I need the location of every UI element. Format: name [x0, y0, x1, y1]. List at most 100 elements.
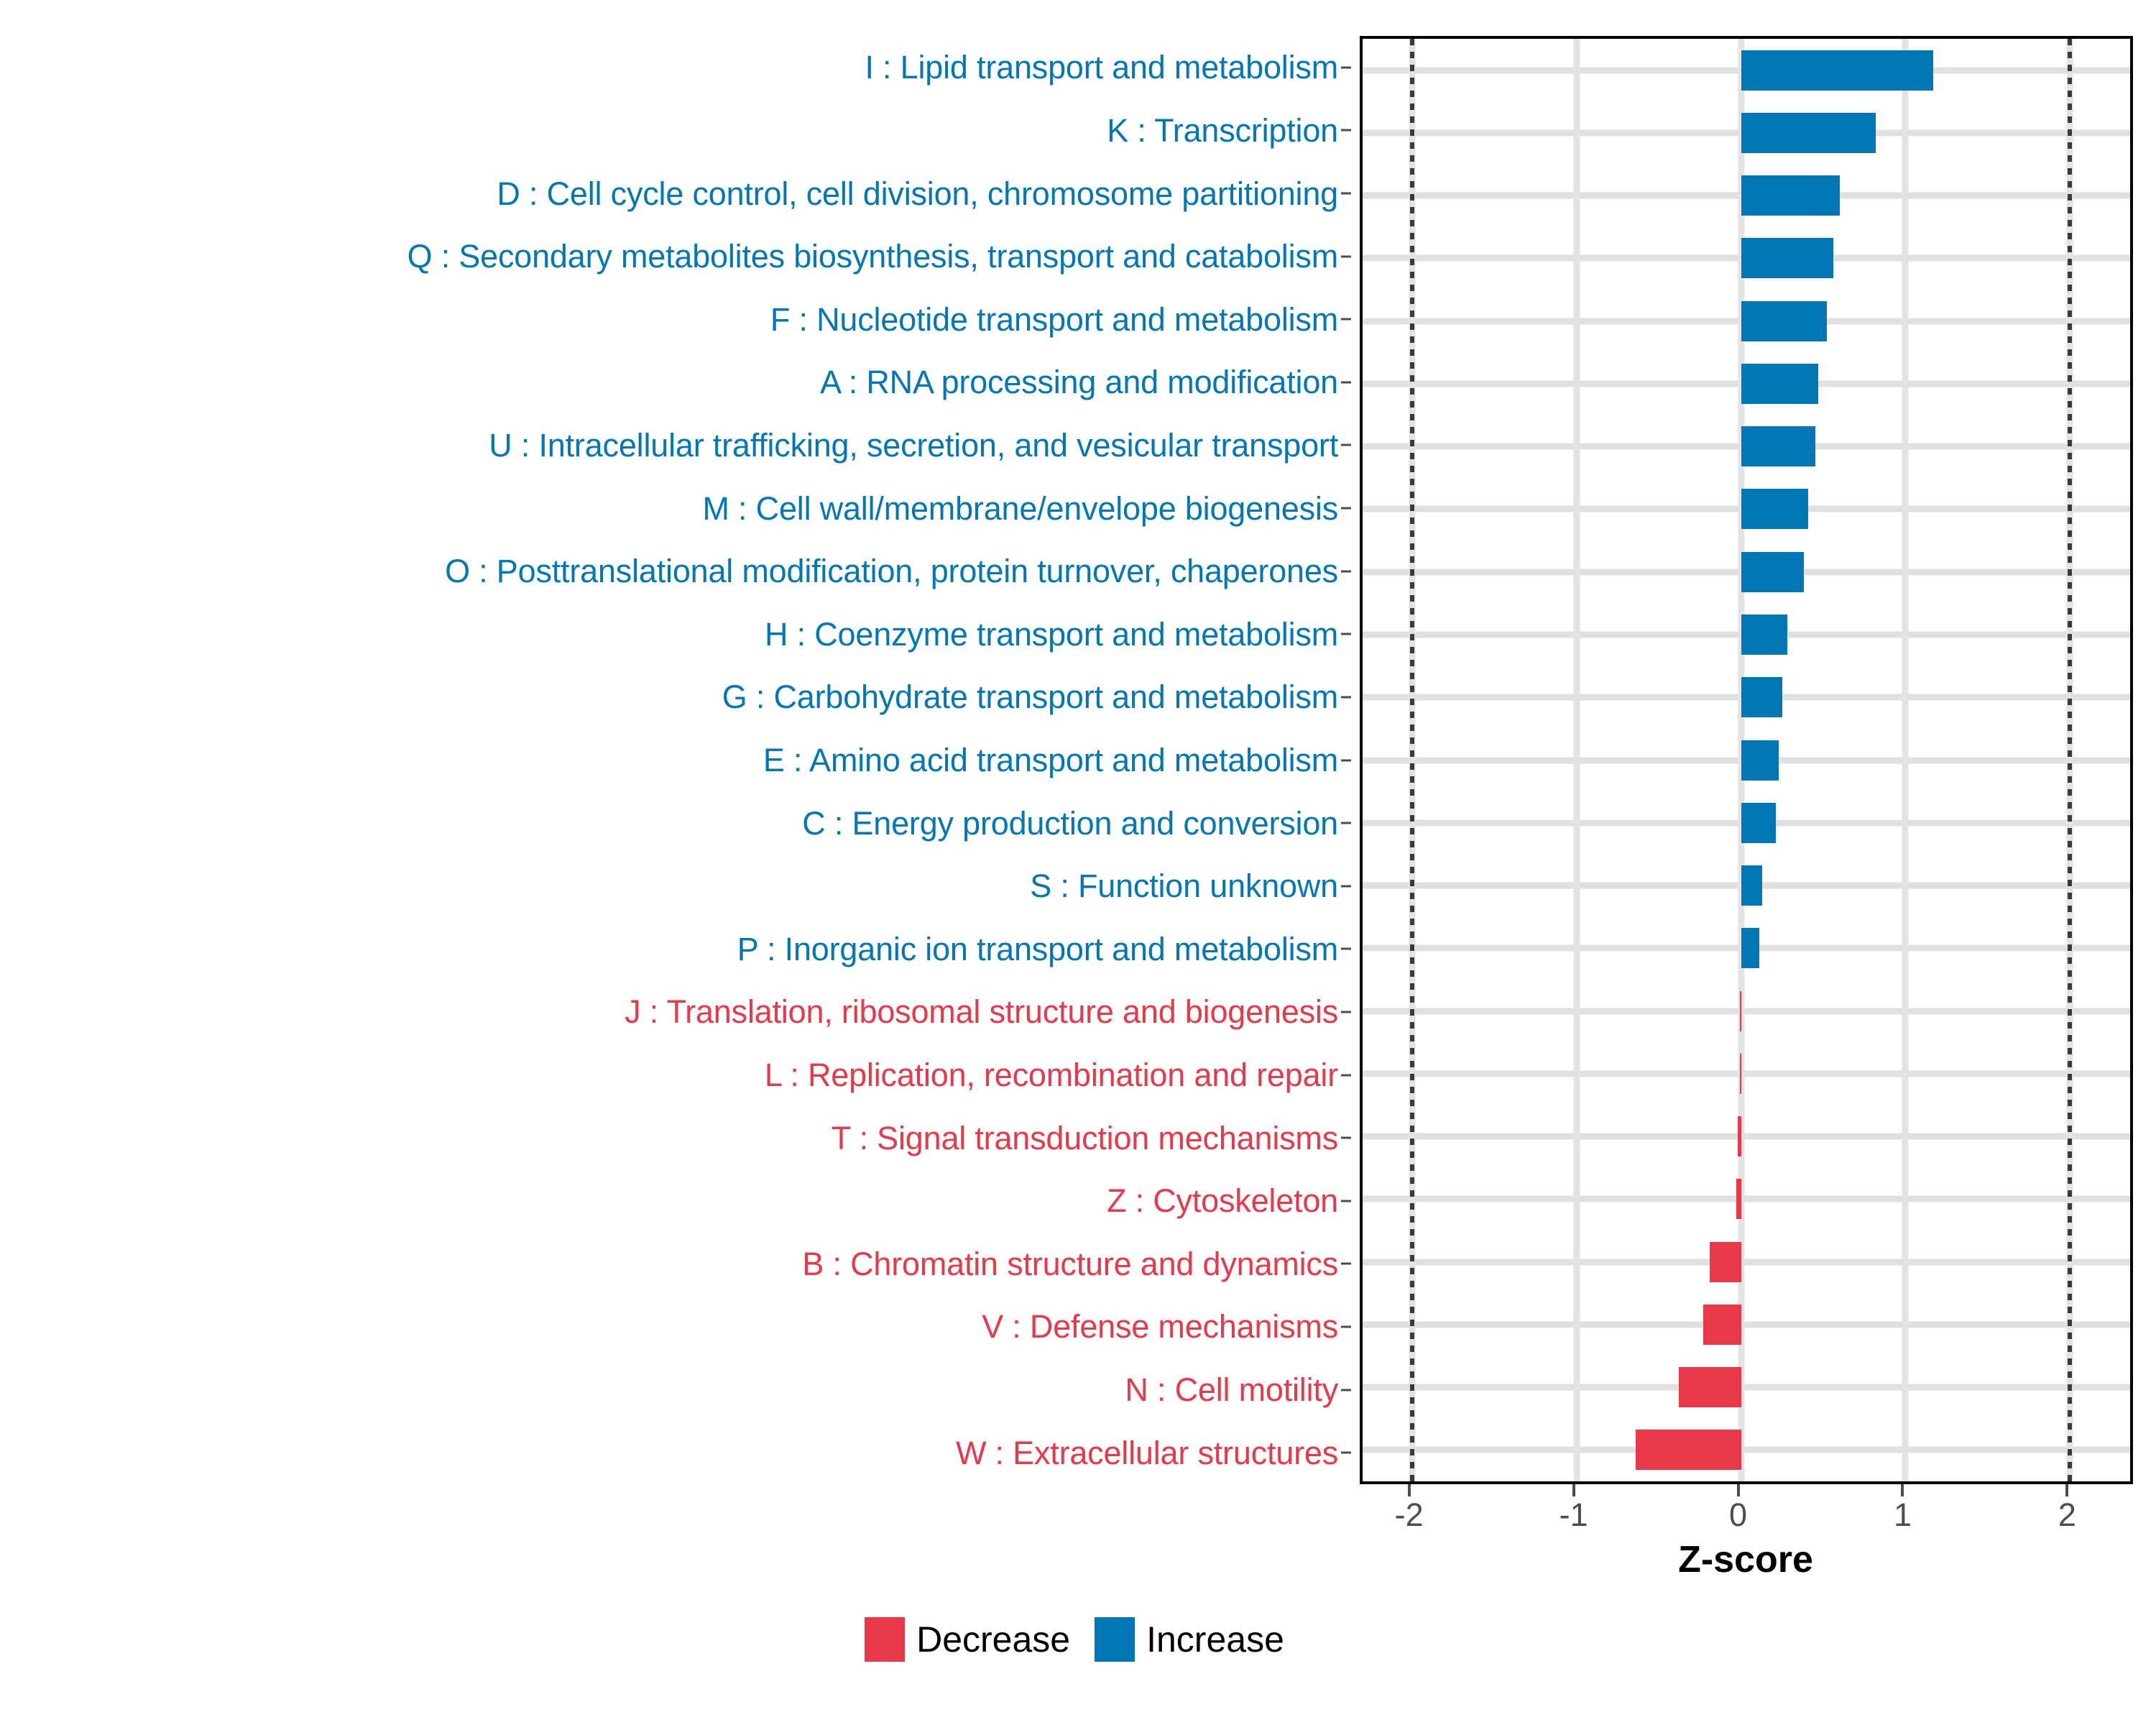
- bar: [1741, 740, 1779, 781]
- y-axis-tick-mark: [1341, 129, 1351, 132]
- y-axis-label-row: Q : Secondary metabolites biosynthesis, …: [0, 225, 1351, 288]
- y-axis-category-label: K : Transcription: [1107, 111, 1338, 149]
- y-axis-tick-mark: [1341, 1451, 1351, 1454]
- x-axis-title: Z-score: [1678, 1539, 1813, 1581]
- y-axis-tick-mark: [1341, 318, 1351, 321]
- y-axis-category-label: F : Nucleotide transport and metabolism: [770, 300, 1338, 338]
- x-axis-tick-mark: [1736, 1484, 1740, 1496]
- x-axis-tick-label: 2: [2058, 1496, 2076, 1533]
- y-axis-label-row: S : Function unknown: [0, 855, 1351, 918]
- legend-item-label: Decrease: [916, 1619, 1071, 1660]
- y-axis-tick-mark: [1341, 822, 1351, 824]
- bar: [1741, 928, 1759, 969]
- y-axis-category-label: S : Function unknown: [1030, 868, 1338, 905]
- y-axis-tick-mark: [1341, 759, 1351, 761]
- legend-color-swatch: [1095, 1617, 1135, 1662]
- vertical-gridline: [1902, 39, 1909, 1481]
- y-axis-label-row: F : Nucleotide transport and metabolism: [0, 288, 1351, 351]
- legend-color-swatch: [865, 1617, 906, 1662]
- horizontal-gridline: [1363, 1133, 2130, 1140]
- legend-item-increase[interactable]: Increase: [1095, 1617, 1284, 1662]
- horizontal-gridline: [1363, 1195, 2130, 1202]
- y-axis-label-row: I : Lipid transport and metabolism: [0, 36, 1351, 99]
- y-axis-label-row: M : Cell wall/membrane/envelope biogenes…: [0, 477, 1351, 540]
- y-axis-label-row: W : Extracellular structures: [0, 1421, 1351, 1484]
- y-axis-category-label: T : Signal transduction mechanisms: [831, 1119, 1338, 1156]
- y-axis-label-row: C : Energy production and conversion: [0, 791, 1351, 855]
- y-axis-category-labels: I : Lipid transport and metabolism K : Tr…: [0, 36, 1351, 1484]
- bar: [1703, 1304, 1741, 1345]
- y-axis-category-label: C : Energy production and conversion: [802, 804, 1338, 842]
- x-axis-tick-label: -1: [1559, 1496, 1588, 1533]
- y-axis-category-label: E : Amino acid transport and metabolism: [763, 742, 1338, 778]
- horizontal-gridline: [1363, 1008, 2130, 1015]
- x-axis-tick-mark: [1407, 1484, 1411, 1496]
- y-axis-tick-mark: [1341, 947, 1351, 950]
- horizontal-gridline: [1363, 1321, 2130, 1328]
- y-axis-category-label: L : Replication, recombination and repai…: [764, 1057, 1338, 1094]
- y-axis-category-label: B : Chromatin structure and dynamics: [802, 1245, 1338, 1282]
- x-axis-tick-mark: [1572, 1484, 1575, 1496]
- y-axis-category-label: N : Cell motility: [1125, 1371, 1338, 1409]
- y-axis-tick-mark: [1341, 1200, 1351, 1202]
- y-axis-tick-mark: [1341, 507, 1351, 510]
- bar: [1741, 50, 1934, 91]
- y-axis-tick-mark: [1341, 381, 1351, 384]
- y-axis-label-row: D : Cell cycle control, cell division, c…: [0, 162, 1351, 225]
- y-axis-category-label: O : Posttranslational modification, prot…: [445, 553, 1338, 590]
- legend-item-decrease[interactable]: Decrease: [865, 1617, 1070, 1662]
- x-axis: -2 -1 0 1 2: [1351, 1484, 2140, 1570]
- bar: [1741, 175, 1840, 216]
- y-axis-tick-mark: [1341, 570, 1351, 573]
- y-axis-category-label: D : Cell cycle control, cell division, c…: [497, 175, 1338, 212]
- y-axis-label-row: B : Chromatin structure and dynamics: [0, 1233, 1351, 1296]
- horizontal-gridline: [1363, 1259, 2130, 1266]
- y-axis-category-label: Z : Cytoskeleton: [1107, 1182, 1338, 1220]
- plot-area: I : Lipid transport and metabolism K : Tr…: [0, 36, 2149, 1484]
- y-axis-category-label: V : Defense mechanisms: [982, 1308, 1338, 1346]
- y-axis-label-row: A : RNA processing and modification: [0, 351, 1351, 414]
- vertical-gridline: [1573, 39, 1580, 1481]
- bar: [1736, 1179, 1741, 1220]
- y-axis-category-label: M : Cell wall/membrane/envelope biogenes…: [702, 489, 1338, 527]
- bar: [1741, 363, 1819, 404]
- bar: [1739, 1053, 1741, 1094]
- y-axis-label-row: V : Defense mechanisms: [0, 1295, 1351, 1358]
- legend-item-label: Increase: [1146, 1619, 1284, 1660]
- y-axis-category-label: H : Coenzyme transport and metabolism: [765, 615, 1338, 653]
- chart-panel: [1360, 36, 2133, 1484]
- y-axis-label-row: Z : Cytoskeleton: [0, 1169, 1351, 1233]
- y-axis-tick-mark: [1341, 443, 1351, 446]
- y-axis-label-row: P : Inorganic ion transport and metaboli…: [0, 918, 1351, 981]
- x-axis-tick-label: 0: [1729, 1496, 1748, 1533]
- y-axis-category-label: U : Intracellular trafficking, secretion…: [489, 426, 1338, 464]
- x-axis-tick-label: 1: [1893, 1496, 1912, 1533]
- x-axis-tick-mark: [2065, 1484, 2069, 1496]
- bar: [1741, 426, 1815, 467]
- y-axis-tick-mark: [1341, 632, 1351, 635]
- bar: [1678, 1367, 1741, 1408]
- bar: [1737, 1116, 1741, 1157]
- horizontal-gridline: [1363, 1384, 2130, 1391]
- bar: [1741, 614, 1787, 655]
- horizontal-gridline: [1363, 1446, 2130, 1453]
- bar: [1710, 1241, 1741, 1282]
- y-axis-category-label: G : Carbohydrate transport and metabolis…: [722, 678, 1338, 716]
- y-axis-tick-mark: [1341, 255, 1351, 258]
- y-axis-category-label: W : Extracellular structures: [955, 1434, 1338, 1471]
- bar: [1741, 802, 1776, 843]
- bar: [1636, 1430, 1741, 1471]
- y-axis-tick-mark: [1341, 1262, 1351, 1265]
- reference-line-plus2: [2068, 39, 2073, 1481]
- panel-wrapper: [1351, 36, 2140, 1484]
- y-axis-label-row: E : Amino acid transport and metabolism: [0, 729, 1351, 792]
- y-axis-tick-mark: [1341, 1011, 1351, 1013]
- y-axis-label-row: K : Transcription: [0, 99, 1351, 162]
- bar: [1741, 112, 1876, 153]
- bar: [1741, 489, 1809, 530]
- chart-legend: Decrease Increase: [0, 1617, 2149, 1662]
- x-axis-tick-label: -2: [1394, 1496, 1424, 1533]
- y-axis-label-row: G : Carbohydrate transport and metabolis…: [0, 666, 1351, 729]
- bar: [1741, 677, 1782, 718]
